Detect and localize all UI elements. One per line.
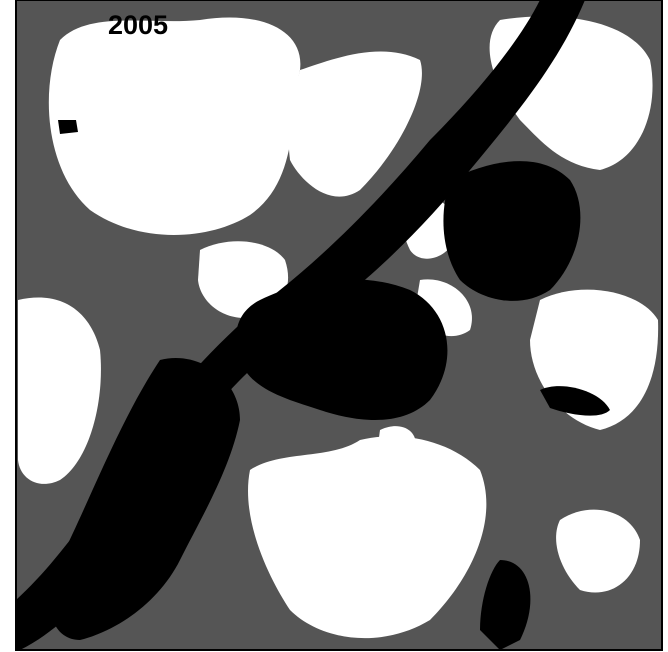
year-label: 2005	[108, 10, 168, 40]
classified-map: 2005	[0, 0, 668, 652]
page: 2005 (() => { const data = JSON.parse(do…	[0, 0, 668, 652]
map-image	[16, 0, 662, 650]
